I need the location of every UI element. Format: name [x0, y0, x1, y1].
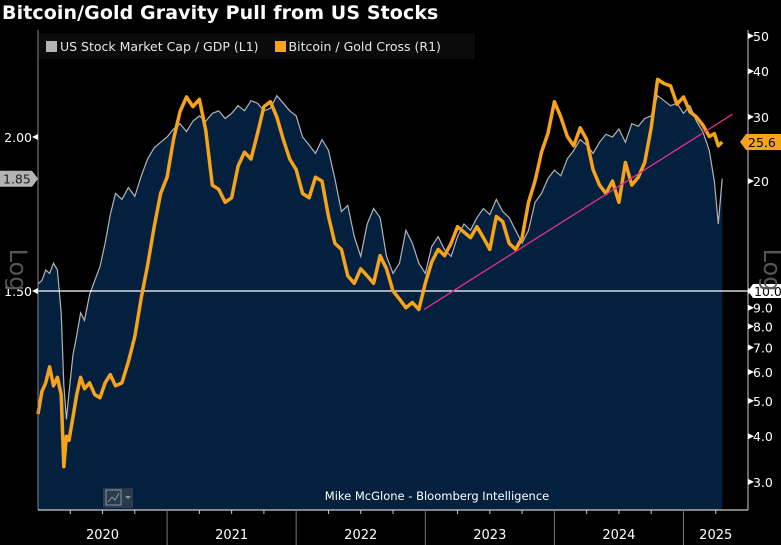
right-tick: [748, 113, 754, 120]
chart-title: Bitcoin/Gold Gravity Pull from US Stocks: [2, 2, 439, 24]
chart-type-control[interactable]: [103, 488, 133, 508]
left-last-value-badge: [0, 170, 38, 187]
line-chart-icon: [105, 489, 122, 506]
legend-swatch-btc: [274, 40, 286, 52]
right-tick-label: 6.0: [753, 365, 773, 380]
x-tick-label: 2025: [699, 528, 732, 543]
right-tick: [748, 68, 754, 75]
left-tick: [32, 133, 38, 140]
right-tick: [748, 304, 754, 311]
right-tick: [748, 323, 754, 330]
right-tick: [748, 32, 754, 39]
left-last-value-badge-label: 1.85: [3, 172, 31, 187]
right-tick-label: 7.0: [753, 341, 773, 356]
btc-gold-line: [36, 77, 724, 469]
right-tick-label: 50: [753, 29, 769, 44]
plot-area: [36, 77, 748, 510]
left-tick-label: 2.00: [4, 130, 32, 145]
right-tick: [748, 397, 754, 404]
legend: US Stock Market Cap / GDP (L1) Bitcoin /…: [38, 33, 475, 59]
credit-text: Mike McGlone - Bloomberg Intelligence: [325, 489, 549, 503]
right-tick-label: 3.0: [753, 475, 773, 490]
right-tick-label: 5.0: [753, 394, 773, 409]
legend-item-stock[interactable]: US Stock Market Cap / GDP (L1): [38, 39, 259, 54]
chevron-down-icon: [125, 496, 131, 499]
last-value-badge-label: 25.6: [748, 135, 776, 150]
right-tick-label: 40: [753, 64, 769, 79]
left-tick: [32, 288, 38, 294]
reference-badge-label: 10.0: [754, 284, 781, 299]
right-tick-label: 20: [753, 174, 769, 189]
right-tick: [748, 368, 754, 375]
x-tick-label: 2022: [344, 528, 377, 543]
right-axis-log-label: Log: [758, 249, 781, 292]
right-tick-label: 9.0: [753, 301, 773, 316]
trendline: [423, 113, 733, 311]
right-tick-label: 4.0: [753, 429, 773, 444]
x-tick-label: 2021: [215, 528, 248, 543]
right-tick: [748, 344, 754, 351]
legend-swatch-stock: [46, 40, 57, 52]
left-axis-log-label: Log: [4, 249, 32, 292]
x-tick-label: 2020: [86, 528, 119, 543]
right-tick: [748, 178, 754, 185]
x-tick-label: 2024: [602, 528, 635, 543]
stock-area: [38, 95, 723, 510]
right-tick-label: 8.0: [753, 319, 773, 334]
right-tick-label: 30: [753, 110, 769, 125]
last-value-badge: [740, 133, 781, 150]
stock-line: [37, 94, 723, 420]
legend-label-btc: Bitcoin / Gold Cross (R1): [288, 38, 441, 54]
axes: 3.0 4.0 5.0 6.0 7.0 8.0 9.0 20 30 40 50 10.0 25.6 1.5…: [0, 29, 781, 545]
left-tick-label: 1.50: [4, 284, 32, 299]
legend-label-stock: US Stock Market Cap / GDP (L1): [60, 38, 259, 54]
right-tick: [748, 433, 754, 440]
reference-badge: [748, 284, 781, 298]
legend-item-btc[interactable]: Bitcoin / Gold Cross (R1): [267, 39, 441, 54]
right-tick: [748, 478, 754, 485]
x-tick-label: 2023: [473, 528, 506, 543]
